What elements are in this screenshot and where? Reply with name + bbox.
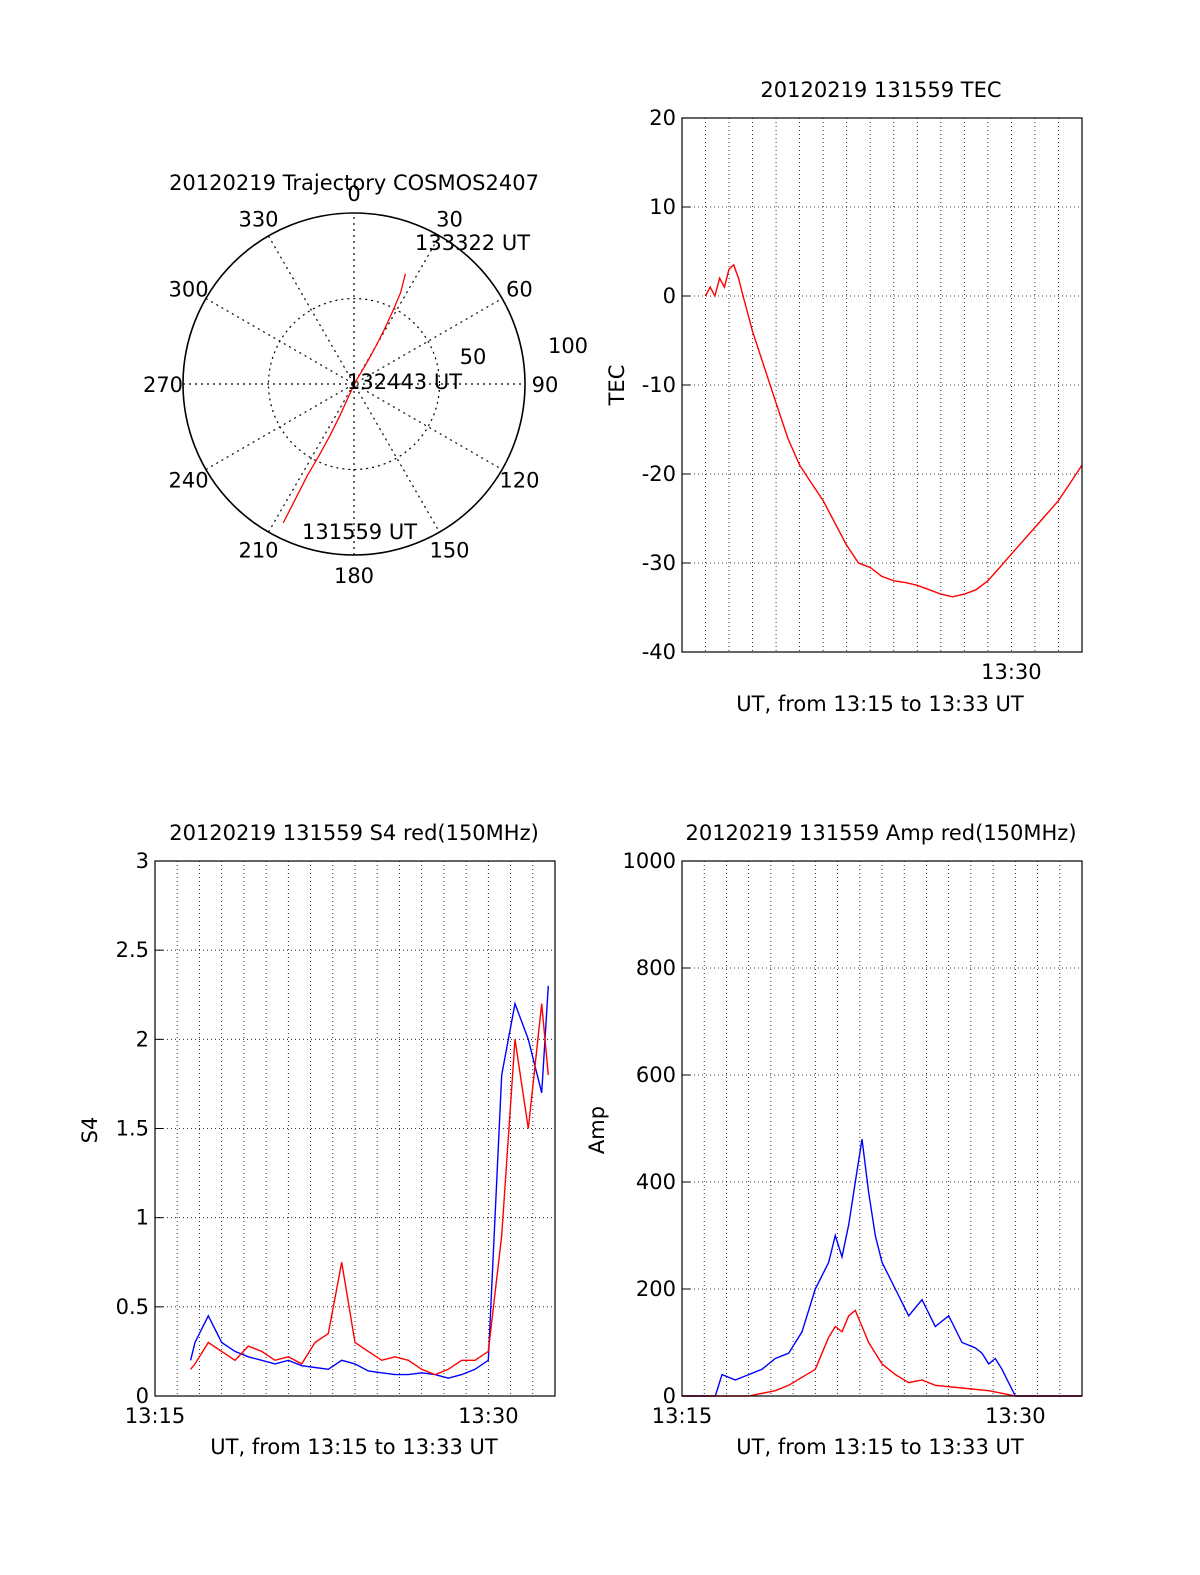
s4-series: [189, 985, 549, 1379]
azimuth-label: 120: [499, 469, 539, 493]
y-tick-label: 0: [663, 284, 676, 308]
azimuth-label: 90: [532, 373, 559, 397]
amp-ylabel: Amp: [585, 1106, 609, 1154]
x-tick-label: 13:15: [652, 1404, 713, 1428]
x-tick-label: 13:30: [981, 660, 1042, 684]
radial-label-100: 100: [548, 334, 588, 358]
y-tick-label: 0.5: [116, 1295, 149, 1319]
s4-grid: [155, 860, 555, 1397]
polar-radial-labels: 50 100: [460, 334, 588, 369]
polar-azimuth-labels: 0 30 60 90 120 150 180 210 240 270 300 330: [143, 182, 558, 588]
trajectory-panel: 20120219 Trajectory COSMOS2407 0 30 60 90 12…: [143, 171, 588, 588]
azimuth-label: 150: [429, 538, 469, 562]
x-tick-label: 13:30: [985, 1404, 1046, 1428]
trajectory-title: 20120219 Trajectory COSMOS2407: [169, 171, 539, 195]
y-tick-label: -20: [642, 462, 676, 486]
y-tick-label: 10: [649, 195, 676, 219]
amp-series: [682, 1139, 1082, 1397]
x-tick-label: 13:30: [458, 1404, 519, 1428]
s4-ylabel: S4: [78, 1117, 102, 1144]
azimuth-label: 210: [238, 538, 278, 562]
y-tick-label: 800: [636, 956, 676, 980]
y-tick-label: 1.5: [116, 1117, 149, 1141]
tec-xlabel: UT, from 13:15 to 13:33 UT: [736, 692, 1024, 716]
s4-y-tick-labels: 0 0.5 1 1.5 2 2.5 3: [116, 849, 163, 1408]
y-tick-label: -40: [642, 640, 676, 664]
amp-title: 20120219 131559 Amp red(150MHz): [685, 821, 1076, 845]
trajectory-time-labels: 133322 UT 132443 UT 131559 UT: [302, 231, 530, 544]
azimuth-label: 300: [169, 278, 209, 302]
s4-panel: 20120219 131559 S4 red(150MHz) 0 0.5 1 1.5 2…: [78, 821, 556, 1459]
amp-xlabel: UT, from 13:15 to 13:33 UT: [736, 1435, 1024, 1459]
trajectory-line: [282, 273, 407, 524]
azimuth-label: 240: [169, 469, 209, 493]
amp-plot-frame: [681, 860, 1083, 1397]
series-line-red: [190, 1003, 549, 1376]
y-tick-label: 600: [636, 1063, 676, 1087]
amp-x-tick-labels: 13:15 13:30: [652, 1404, 1046, 1428]
series-line-red: [704, 263, 1083, 598]
tec-panel: 20120219 131559 TEC -40 -30 -20 -10 0 10 20 13…: [605, 78, 1083, 716]
s4-xlabel: UT, from 13:15 to 13:33 UT: [210, 1435, 498, 1459]
trajectory-end-label: 133322 UT: [415, 231, 530, 255]
y-tick-label: 0: [136, 1384, 149, 1408]
azimuth-label: 270: [143, 373, 183, 397]
tec-series: [704, 263, 1083, 598]
trajectory-mid-label: 132443 UT: [347, 370, 462, 394]
amp-panel: 20120219 131559 Amp red(150MHz) 0 200 400 6…: [585, 821, 1083, 1459]
y-tick-label: 2.5: [116, 938, 149, 962]
y-tick-label: -30: [642, 551, 676, 575]
tec-title: 20120219 131559 TEC: [760, 78, 1001, 102]
azimuth-label: 30: [436, 208, 463, 232]
y-tick-label: 1: [136, 1206, 149, 1230]
x-tick-label: 13:15: [125, 1404, 186, 1428]
trajectory-start-label: 131559 UT: [302, 520, 417, 544]
y-tick-label: 0: [663, 1384, 676, 1408]
y-tick-label: 2: [136, 1027, 149, 1051]
trajectory-track: [282, 273, 407, 524]
polar-grid: [182, 212, 526, 556]
series-line-red: [682, 1309, 1082, 1397]
tec-y-tick-labels: -40 -30 -20 -10 0 10 20: [642, 106, 690, 664]
azimuth-label: 180: [334, 564, 374, 588]
amp-grid: [682, 860, 1082, 1397]
polar-inner-ring: [267, 297, 441, 471]
y-tick-label: 1000: [623, 849, 676, 873]
y-tick-label: 20: [649, 106, 676, 130]
tec-grid: [682, 117, 1082, 653]
azimuth-label: 0: [347, 182, 360, 206]
series-line-blue: [682, 1139, 1082, 1397]
y-tick-label: -10: [642, 373, 676, 397]
y-tick-label: 3: [136, 849, 149, 873]
y-tick-label: 400: [636, 1170, 676, 1194]
azimuth-label: 60: [506, 278, 533, 302]
y-tick-label: 200: [636, 1277, 676, 1301]
radial-label-50: 50: [460, 345, 487, 369]
tec-x-tick-labels: 13:30: [981, 660, 1042, 684]
s4-title: 20120219 131559 S4 red(150MHz): [169, 821, 539, 845]
series-line-blue: [189, 985, 549, 1379]
azimuth-label: 330: [238, 208, 278, 232]
tec-ylabel: TEC: [605, 365, 629, 407]
amp-y-tick-labels: 0 200 400 600 800 1000: [623, 849, 690, 1408]
s4-x-tick-labels: 13:15 13:30: [125, 1404, 519, 1428]
